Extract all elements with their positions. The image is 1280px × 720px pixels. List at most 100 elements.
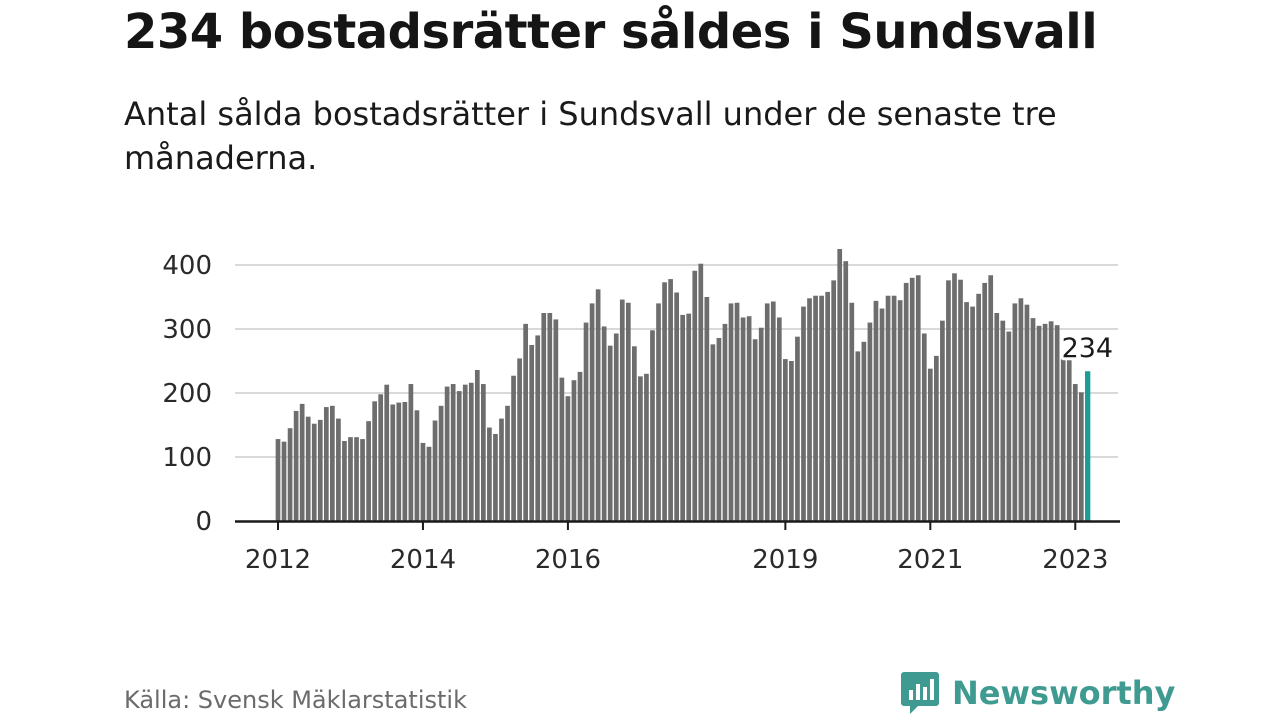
- bar: [807, 298, 812, 521]
- bar: [722, 323, 728, 521]
- bar: [402, 401, 408, 521]
- bar: [686, 313, 692, 521]
- highlighted-bar: [1085, 371, 1091, 521]
- bar: [601, 326, 607, 521]
- brand-logo: Newsworthy: [900, 670, 1175, 716]
- bar: [994, 313, 1000, 521]
- bar: [855, 351, 861, 521]
- bar: [746, 316, 752, 521]
- bar: [354, 437, 359, 521]
- bar: [964, 302, 969, 521]
- bar: [311, 423, 317, 521]
- bar: [565, 396, 571, 521]
- bar: [795, 336, 800, 521]
- bar: [408, 384, 414, 521]
- bar: [704, 297, 710, 521]
- bar: [342, 441, 347, 521]
- highlight-data-label: 234: [1062, 333, 1114, 364]
- bar: [921, 333, 927, 521]
- bar: [873, 300, 879, 521]
- bar: [348, 437, 353, 521]
- bar: [789, 361, 794, 521]
- x-tick-label: 2019: [752, 545, 818, 575]
- bar: [1078, 392, 1084, 521]
- bar: [414, 410, 420, 521]
- y-axis-tick-labels: 0 100 200 300 400: [162, 251, 212, 537]
- bar: [505, 405, 510, 521]
- bar: [885, 295, 891, 521]
- bar: [577, 371, 583, 521]
- bar: [595, 289, 601, 521]
- bar: [692, 270, 698, 521]
- bar: [317, 419, 323, 521]
- bar: [372, 401, 377, 521]
- bar: [1048, 321, 1054, 521]
- bar: [305, 416, 311, 521]
- bar: [1060, 359, 1066, 521]
- bar: [740, 317, 746, 521]
- y-tick-label: 300: [162, 315, 212, 345]
- bar: [843, 261, 849, 521]
- x-tick-label: 2023: [1042, 545, 1108, 575]
- bar: [625, 302, 631, 521]
- bar: [1036, 325, 1042, 521]
- bar: [456, 391, 462, 521]
- bar: [511, 375, 516, 521]
- x-tick-label: 2016: [535, 545, 601, 575]
- bar: [529, 345, 535, 521]
- bar: [1066, 355, 1072, 521]
- bar: [1012, 303, 1018, 521]
- bar: [432, 420, 438, 521]
- bar: [462, 384, 468, 521]
- bar: [390, 404, 396, 521]
- bar: [764, 303, 770, 521]
- bar: [952, 273, 957, 521]
- newsworthy-logo-icon: [901, 672, 939, 714]
- data-label-group: 234: [1059, 330, 1117, 367]
- bar: [438, 405, 444, 521]
- bar: [396, 402, 402, 521]
- bar: [553, 319, 559, 521]
- bar: [958, 279, 963, 521]
- bar: [589, 303, 595, 521]
- source-credit: Källa: Svensk Mäklarstatistik: [124, 686, 467, 714]
- bar: [281, 441, 287, 521]
- bar: [710, 344, 716, 521]
- bar: [613, 333, 619, 521]
- bar: [1006, 331, 1012, 521]
- bar: [1042, 323, 1048, 521]
- bar: [1000, 320, 1006, 521]
- bar: [632, 346, 637, 521]
- bar: [801, 306, 806, 521]
- bar: [583, 322, 589, 521]
- bar: [275, 439, 281, 521]
- bar: [650, 330, 655, 521]
- bar: [891, 295, 897, 521]
- bar: [879, 308, 885, 521]
- y-tick-label: 200: [162, 379, 212, 409]
- bar: [656, 303, 661, 521]
- bar: [837, 249, 843, 521]
- bars: [275, 249, 1091, 521]
- bar: [752, 339, 758, 521]
- x-tick-label: 2014: [390, 545, 456, 575]
- bar: [915, 275, 921, 521]
- bar: [299, 403, 305, 521]
- bar: [867, 322, 873, 521]
- bar: [897, 300, 903, 521]
- bar: [783, 359, 788, 521]
- bar: [378, 394, 384, 521]
- bar: [293, 410, 299, 521]
- bar: [384, 384, 390, 521]
- bar: [644, 373, 649, 521]
- bar: [819, 295, 824, 521]
- bar: [970, 306, 975, 521]
- bar: [982, 282, 988, 521]
- x-tick-label: 2021: [897, 545, 963, 575]
- bar: [444, 386, 450, 521]
- bar: [909, 277, 915, 521]
- bar: [366, 421, 371, 521]
- bar: [758, 327, 764, 521]
- bar: [323, 407, 329, 521]
- bar: [481, 384, 486, 521]
